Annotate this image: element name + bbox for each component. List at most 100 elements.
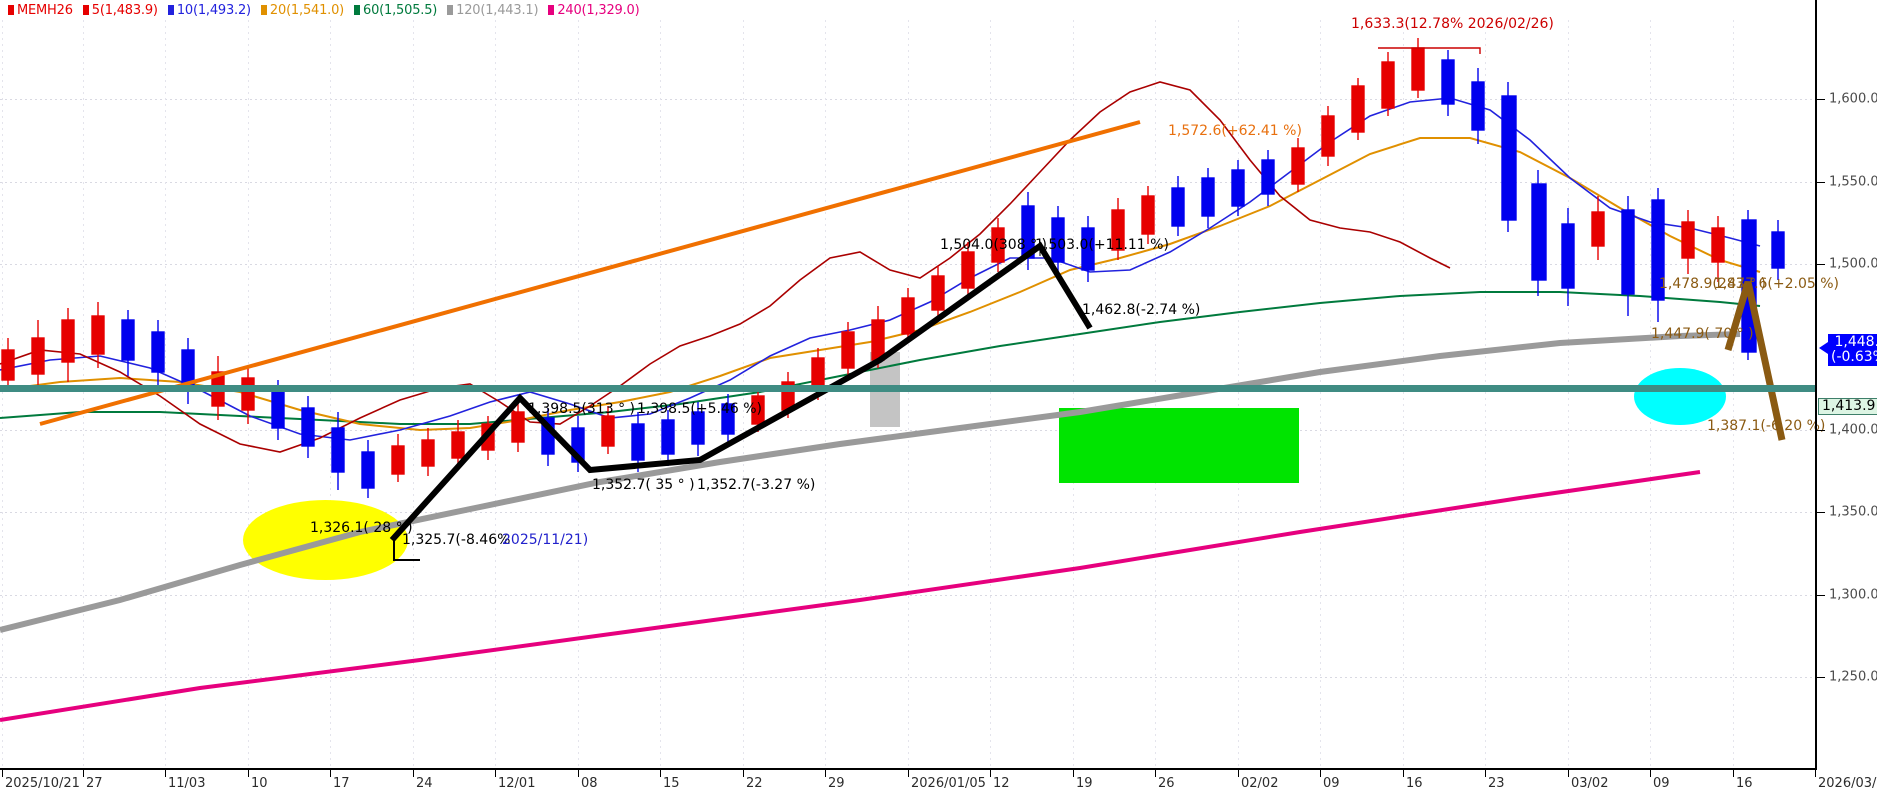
- legend-swatch-icon: [82, 5, 89, 15]
- y-axis-tick: [1817, 677, 1825, 679]
- cyan-highlight-ellipse: [1634, 368, 1726, 425]
- zigzag-anchor-tick: [393, 540, 420, 561]
- x-axis-tick: [1320, 770, 1321, 777]
- x-axis-label: 11/03: [168, 776, 206, 791]
- x-axis-tick: [1733, 770, 1734, 777]
- x-axis-label: 16: [1406, 776, 1423, 791]
- legend-swatch-icon: [447, 5, 454, 15]
- legend-item-3: 20(1,541.0): [260, 3, 344, 18]
- gridline-vertical: [1568, 20, 1569, 768]
- x-axis-label: 29: [828, 776, 845, 791]
- bottom-pct: 1,325.7(-8.46%: [402, 532, 511, 548]
- recent-angle: 1,478.9(283 ° ): [1659, 276, 1766, 292]
- plot-area: 1,633.3(12.78% 2026/02/26) 1,572.6(+62.41…: [0, 16, 1839, 768]
- bottom-date: 2025/11/21): [502, 532, 589, 548]
- legend-item-0: MEMH26: [8, 3, 73, 18]
- ma120-line: [0, 331, 1741, 633]
- x-axis-label: 10: [251, 776, 268, 791]
- ma240-line: [0, 470, 1701, 722]
- legend-label: 120(1,443.1): [456, 2, 539, 18]
- price-series-svg: [0, 38, 1786, 722]
- x-axis-tick: [1650, 770, 1651, 777]
- y-axis-tick: [1817, 594, 1825, 596]
- mid-swing-angle: 1,398.5(313 ° ): [528, 401, 635, 417]
- x-axis-label: 16: [1736, 776, 1753, 791]
- y-axis-tick: [1817, 264, 1825, 266]
- recent-pct: 1,477.6(+2.05 %): [1714, 276, 1840, 292]
- support-angle: 1,447.9( 70 ° ): [1651, 326, 1754, 342]
- forecast-low: 1,387.1(-6.20 %): [1707, 418, 1826, 434]
- x-axis-tick: [1403, 770, 1404, 777]
- y-axis-label: 1,400.0: [1829, 422, 1877, 437]
- peak-label: 1,633.3(12.78% 2026/02/26): [1351, 16, 1554, 32]
- y-axis-tick: [1817, 429, 1825, 431]
- gridline-vertical: [578, 20, 579, 768]
- gridline-vertical: [413, 20, 414, 768]
- ma-price-tag: 1,413.9: [1818, 397, 1877, 415]
- x-axis-tick: [743, 770, 744, 777]
- low-swing-pct: 1,352.7(-3.27 %): [697, 477, 816, 493]
- x-axis-tick: [660, 770, 661, 777]
- orange-trendline[interactable]: [39, 120, 1141, 426]
- candlestick-series: [1, 38, 1785, 498]
- legend-label: 10(1,493.2): [176, 2, 251, 18]
- gridline-vertical: [908, 20, 909, 768]
- legend-item-4: 60(1,505.5): [354, 3, 437, 18]
- y-axis-tick: [1817, 181, 1825, 183]
- x-axis-tick: [1815, 770, 1816, 777]
- gridline-vertical: [1733, 20, 1734, 768]
- x-axis-label: 09: [1323, 776, 1340, 791]
- gridline-vertical: [1403, 20, 1404, 768]
- legend-item-5: 120(1,443.1): [447, 2, 539, 18]
- legend-item-6: 240(1,329.0): [548, 2, 640, 18]
- x-axis: 2025/10/21 27 11/03 10 17 24 12/01 08 15 22 29 2026…: [0, 768, 1877, 793]
- x-axis-label: 19: [1076, 776, 1093, 791]
- x-axis-label: 15: [663, 776, 680, 791]
- x-axis-label: 02/02: [1241, 776, 1279, 791]
- brown-forecast-path[interactable]: [1724, 281, 1786, 441]
- y-axis-label: 1,600.0: [1829, 91, 1877, 107]
- x-axis-tick: [1485, 770, 1486, 777]
- x-axis-tick: [495, 770, 496, 777]
- y-axis: 1,600.0 1,550.0 1,500.0 1,400.0 1,350.0 1,300…: [1815, 0, 1877, 768]
- x-axis-tick: [908, 770, 909, 777]
- swing-high-pct: 1,503.0(+11.11 %): [1035, 237, 1169, 253]
- x-axis-label: 17: [333, 776, 350, 791]
- black-zigzag-drawing[interactable]: [389, 241, 1093, 543]
- gridline-horizontal: [0, 429, 1815, 431]
- x-axis-label: 2025/10/21: [5, 776, 80, 791]
- legend-label: 5(1,483.9): [91, 2, 158, 18]
- x-axis-tick: [825, 770, 826, 777]
- x-axis-label: 12/01: [498, 776, 536, 791]
- low-swing-angle: 1,352.7( 35 ° ): [592, 477, 695, 493]
- legend-swatch-icon: [260, 5, 267, 15]
- y-axis-label: 1,350.0: [1829, 504, 1877, 520]
- x-axis-label: 03/02: [1571, 776, 1609, 791]
- legend-swatch-icon: [548, 5, 555, 15]
- legend-label: MEMH26: [17, 2, 73, 18]
- x-axis-tick: [2, 770, 3, 777]
- x-axis-tick: [578, 770, 579, 777]
- y-axis-label: 1,300.0: [1829, 587, 1877, 603]
- gridline-vertical: [1485, 20, 1486, 768]
- gridline-vertical: [83, 20, 84, 768]
- gridline-horizontal: [0, 181, 1815, 183]
- gridline-vertical: [165, 20, 166, 768]
- last-price-change: (-0.63%): [1831, 348, 1877, 365]
- green-highlight-rect: [1059, 408, 1299, 483]
- y-axis-label: 1,250.0: [1829, 669, 1877, 685]
- teal-support-line: [0, 385, 1815, 392]
- x-axis-tick: [248, 770, 249, 777]
- legend-label: 240(1,329.0): [557, 2, 640, 18]
- x-axis-tick: [1568, 770, 1569, 777]
- uptrend-label: 1,572.6(+62.41 %): [1168, 123, 1302, 139]
- last-price-value: 1,448.2: [1834, 333, 1877, 350]
- last-price-arrow-icon: [1819, 341, 1828, 354]
- gridline-vertical: [1238, 20, 1239, 768]
- gridline-vertical: [2, 20, 3, 768]
- x-axis-tick: [83, 770, 84, 777]
- mid-swing-pct: 1,398.5(+5.46 %): [637, 401, 763, 417]
- gridline-vertical: [1320, 20, 1321, 768]
- x-axis-tick: [413, 770, 414, 777]
